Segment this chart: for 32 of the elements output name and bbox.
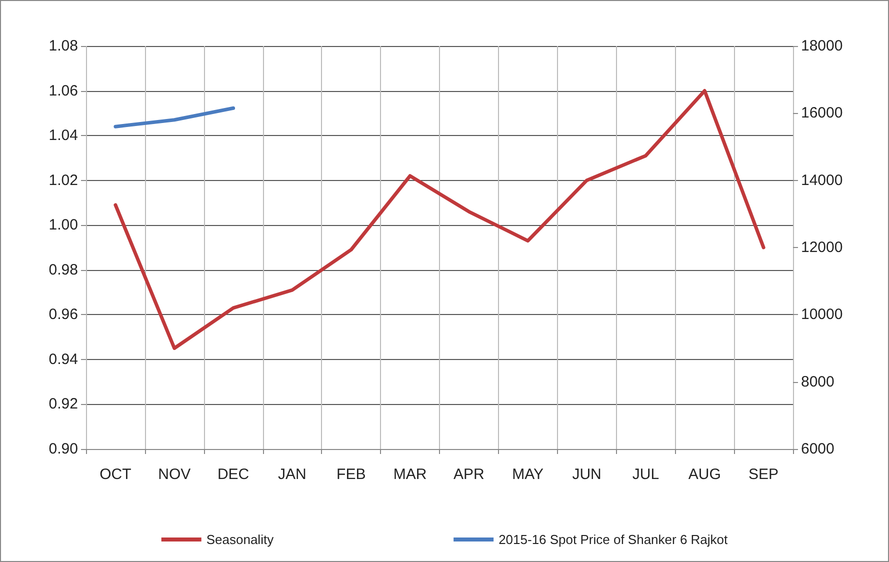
legend-label: 2015-16 Spot Price of Shanker 6 Rajkot bbox=[498, 532, 728, 547]
y-tick-label: 0.94 bbox=[48, 350, 78, 368]
x-tick-label: MAR bbox=[393, 466, 427, 483]
y-tick-label: 0.98 bbox=[48, 261, 78, 278]
x-tick-label: APR bbox=[454, 466, 485, 483]
x-tick-label: JAN bbox=[278, 466, 306, 483]
x-tick-label: NOV bbox=[158, 466, 191, 483]
y-tick-label: 1.04 bbox=[48, 127, 78, 144]
y-tick-label: 1.00 bbox=[48, 216, 78, 234]
y-tick-label: 1.02 bbox=[48, 172, 78, 189]
x-tick-label: FEB bbox=[336, 466, 366, 483]
y2-tick-label: 14000 bbox=[801, 172, 843, 189]
x-tick-label: OCT bbox=[100, 466, 132, 483]
x-tick-label: JUN bbox=[572, 466, 602, 483]
y2-tick-label: 8000 bbox=[801, 373, 834, 390]
legend-label: Seasonality bbox=[206, 532, 274, 547]
y2-tick-label: 6000 bbox=[801, 440, 834, 458]
y2-tick-label: 10000 bbox=[801, 306, 843, 324]
y-tick-label: 1.08 bbox=[48, 38, 78, 54]
x-tick-label: AUG bbox=[688, 466, 721, 483]
x-tick-label: JUL bbox=[632, 466, 660, 483]
y2-tick-label: 12000 bbox=[801, 239, 843, 256]
y-tick-label: 1.06 bbox=[48, 82, 78, 100]
y-tick-label: 0.92 bbox=[48, 396, 78, 413]
y2-tick-label: 18000 bbox=[801, 38, 843, 54]
line-series bbox=[114, 89, 766, 350]
x-tick-label: SEP bbox=[748, 466, 779, 483]
y-tick-label: 0.96 bbox=[48, 306, 78, 324]
y-tick-label: 0.90 bbox=[48, 440, 78, 458]
x-tick-label: DEC bbox=[217, 466, 250, 483]
y2-tick-label: 16000 bbox=[801, 104, 843, 122]
x-tick-label: MAY bbox=[512, 466, 544, 483]
